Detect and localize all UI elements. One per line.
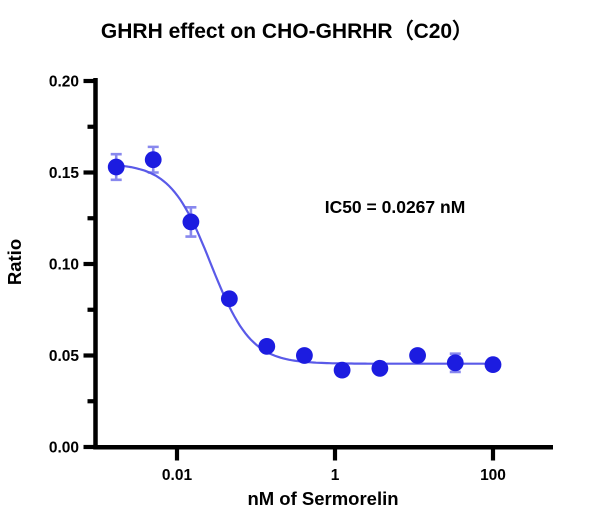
- data-point: [333, 361, 351, 379]
- ic50-annotation: IC50 = 0.0267 nM: [325, 197, 466, 217]
- data-point: [107, 158, 125, 176]
- y-tick-label: 0.00: [49, 440, 79, 457]
- y-tick-label: 0.05: [49, 348, 80, 365]
- chart-title: GHRH effect on CHO-GHRHR（C20）: [101, 19, 473, 43]
- axis-frame: [93, 78, 553, 450]
- x-tick-label: 1: [331, 467, 340, 484]
- x-tick-label: 0.01: [162, 467, 193, 484]
- data-point: [296, 347, 313, 364]
- data-point: [220, 290, 238, 308]
- data-point: [144, 151, 162, 169]
- data-point: [484, 356, 502, 374]
- data-point: [258, 337, 276, 355]
- y-axis-title: Ratio: [4, 239, 25, 285]
- y-tick-label: 0.10: [49, 257, 79, 274]
- data-point: [182, 213, 200, 231]
- x-tick-label: 100: [480, 467, 506, 484]
- y-tick-label: 0.20: [49, 74, 79, 91]
- data-point: [371, 359, 389, 377]
- x-axis-title: nM of Sermorelin: [247, 488, 398, 509]
- data-point: [409, 347, 426, 364]
- data-point: [446, 354, 464, 372]
- fit-curve: [111, 163, 493, 365]
- plot-area: 0.00 0.05 0.10 0.15 0.20 0.01 1 100: [49, 74, 553, 484]
- y-tick-label: 0.15: [49, 165, 80, 182]
